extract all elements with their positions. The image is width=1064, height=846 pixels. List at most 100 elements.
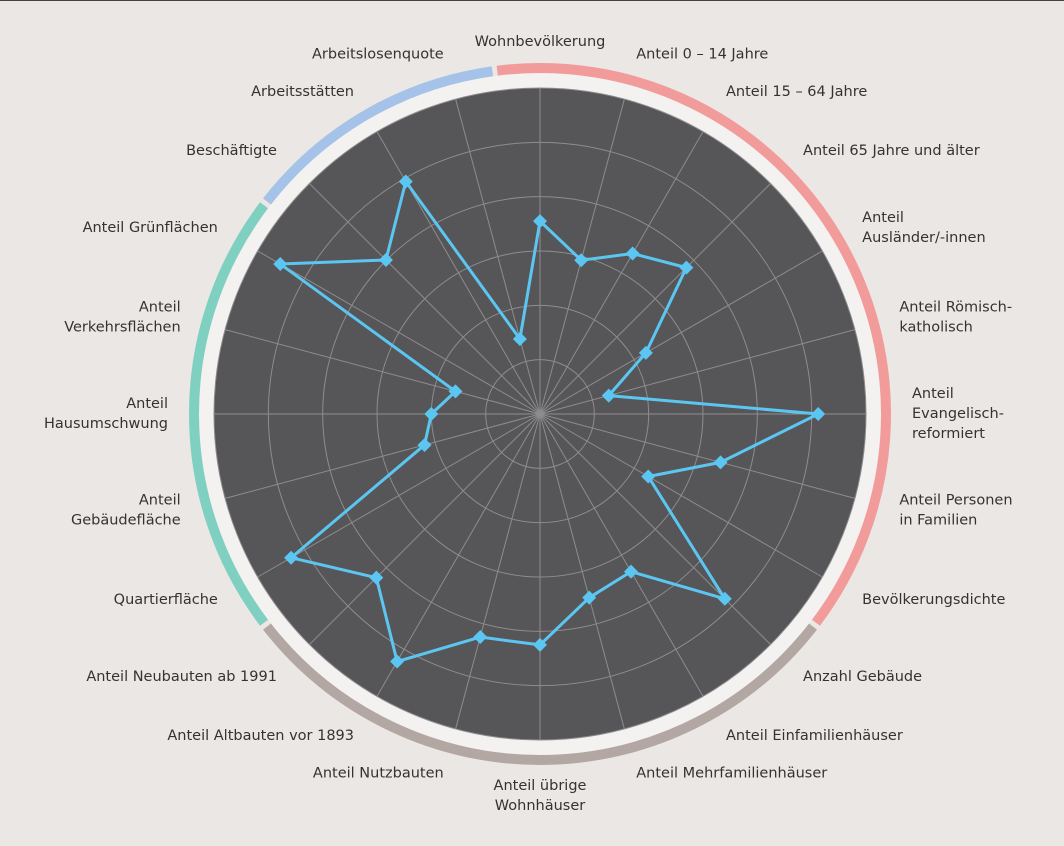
radar-marker bbox=[448, 384, 463, 399]
axis-label: Anteil Einfamilienhäuser bbox=[726, 728, 903, 744]
radar-marker bbox=[273, 257, 288, 272]
radar-marker bbox=[424, 407, 439, 421]
radar-marker bbox=[624, 564, 639, 579]
axis-label: Anteil Evangelisch-reformiert bbox=[912, 386, 1004, 442]
radar-marker bbox=[473, 630, 488, 645]
spoke bbox=[309, 413, 541, 645]
axis-label-line: Anteil 15 – 64 Jahre bbox=[726, 84, 867, 100]
axis-label-line: Anteil Personen bbox=[899, 492, 1012, 508]
radar-marker bbox=[713, 455, 728, 470]
axis-label-line: Beschäftigte bbox=[186, 143, 277, 159]
spoke bbox=[539, 413, 704, 697]
spoke bbox=[539, 413, 823, 578]
axis-label: Anteil Hausumschwung bbox=[44, 396, 168, 432]
axis-label-line: Arbeitsstätten bbox=[251, 84, 354, 100]
spoke bbox=[539, 183, 771, 415]
axis-label: Anteil übrige Wohnhäuser bbox=[494, 778, 587, 814]
axis-label-line: Anteil bbox=[912, 386, 954, 402]
spoke bbox=[224, 329, 541, 415]
radar-marker bbox=[417, 437, 432, 452]
axis-label: Anteil Neubauten ab 1991 bbox=[86, 669, 277, 685]
radar-marker bbox=[512, 331, 527, 346]
group-arc bbox=[263, 66, 494, 205]
axis-label: Anteil Altbauten vor 1893 bbox=[167, 728, 354, 744]
group-arc bbox=[263, 623, 817, 765]
spoke bbox=[539, 250, 823, 415]
axis-label-line: Hausumschwung bbox=[44, 416, 168, 432]
spoke bbox=[455, 413, 541, 730]
axis-label-line: Anteil bbox=[139, 300, 181, 316]
axis-label-line: Anteil Altbauten vor 1893 bbox=[167, 728, 354, 744]
spoke bbox=[309, 183, 541, 415]
spoke bbox=[539, 329, 856, 415]
radar-marker bbox=[641, 469, 656, 484]
axis-label-line: Gebäudefläche bbox=[71, 512, 181, 528]
axis-label-line: Evangelisch- bbox=[912, 406, 1004, 422]
axis-label-line: katholisch bbox=[899, 320, 973, 336]
axis-label: Anteil 65 Jahre und älter bbox=[803, 143, 980, 159]
axis-label-line: Wohnhäuser bbox=[495, 798, 585, 814]
radar-marker bbox=[398, 174, 413, 189]
axis-label-line: Anteil bbox=[862, 210, 904, 226]
spoke bbox=[257, 250, 541, 415]
axis-label-line: Anteil Neubauten ab 1991 bbox=[86, 669, 277, 685]
radar-marker bbox=[533, 214, 547, 229]
axis-label-line: Anteil Nutzbauten bbox=[313, 765, 444, 781]
spoke bbox=[539, 413, 856, 499]
spoke bbox=[257, 413, 541, 578]
radar-marker bbox=[601, 388, 616, 403]
axis-label-line: Quartierfläche bbox=[114, 592, 218, 608]
spoke bbox=[376, 413, 541, 697]
axis-label: Anteil Ausländer/-innen bbox=[862, 210, 986, 246]
axis-label: Anteil Grünflächen bbox=[83, 220, 218, 236]
axis-label: Arbeitslosenquote bbox=[312, 47, 444, 63]
spoke bbox=[539, 131, 704, 415]
axis-label-line: Anteil Einfamilienhäuser bbox=[726, 728, 903, 744]
radar-marker bbox=[390, 654, 405, 669]
axis-label: Anteil 0 – 14 Jahre bbox=[636, 47, 768, 63]
axis-label-line: Arbeitslosenquote bbox=[312, 47, 444, 63]
axis-label: Anteil Personen in Familien bbox=[899, 492, 1012, 528]
axis-label: Anteil Verkehrsflächen bbox=[64, 300, 180, 336]
axis-label-line: Anteil Grünflächen bbox=[83, 220, 218, 236]
axis-label-line: Wohnbevölkerung bbox=[475, 34, 606, 50]
spoke bbox=[224, 413, 541, 499]
axis-label: Arbeitsstätten bbox=[251, 84, 354, 100]
spoke bbox=[455, 98, 541, 415]
axis-label-line: Anteil 65 Jahre und älter bbox=[803, 143, 980, 159]
axis-label: Beschäftigte bbox=[186, 143, 277, 159]
radar-marker bbox=[378, 252, 393, 267]
axis-label-line: reformiert bbox=[912, 426, 985, 442]
axis-label: Anteil 15 – 64 Jahre bbox=[726, 84, 867, 100]
axis-label: Quartierfläche bbox=[114, 592, 218, 608]
axis-label: Anteil Gebäudefläche bbox=[71, 492, 181, 528]
axis-label: Anzahl Gebäude bbox=[803, 669, 922, 685]
radar-marker bbox=[625, 246, 640, 261]
spoke bbox=[539, 413, 771, 645]
axis-label-line: in Familien bbox=[899, 512, 977, 528]
axis-label: Wohnbevölkerung bbox=[475, 34, 606, 50]
axis-label-line: Ausländer/-innen bbox=[862, 230, 986, 246]
axis-label-line: Anteil Mehrfamilienhäuser bbox=[636, 765, 827, 781]
group-arc bbox=[189, 202, 269, 626]
axis-label-line: Verkehrsflächen bbox=[64, 320, 180, 336]
radar-marker bbox=[533, 637, 547, 652]
axis-label: Bevölkerungsdichte bbox=[862, 592, 1005, 608]
axis-label: Anteil Nutzbauten bbox=[313, 765, 444, 781]
radar-marker bbox=[638, 345, 653, 360]
radar-marker bbox=[811, 407, 826, 421]
radar-marker bbox=[284, 550, 299, 565]
axis-label-line: Anteil bbox=[126, 396, 168, 412]
radar-marker bbox=[679, 260, 694, 275]
axis-label: Anteil Römisch-katholisch bbox=[899, 300, 1012, 336]
spoke bbox=[539, 413, 625, 730]
radar-marker bbox=[717, 591, 732, 606]
axis-label-line: Anteil bbox=[139, 492, 181, 508]
axis-label-line: Anteil 0 – 14 Jahre bbox=[636, 47, 768, 63]
axis-label-line: Anteil übrige bbox=[494, 778, 587, 794]
axis-label-line: Anzahl Gebäude bbox=[803, 669, 922, 685]
group-arc bbox=[496, 63, 891, 626]
axis-label: Anteil Mehrfamilienhäuser bbox=[636, 765, 827, 781]
